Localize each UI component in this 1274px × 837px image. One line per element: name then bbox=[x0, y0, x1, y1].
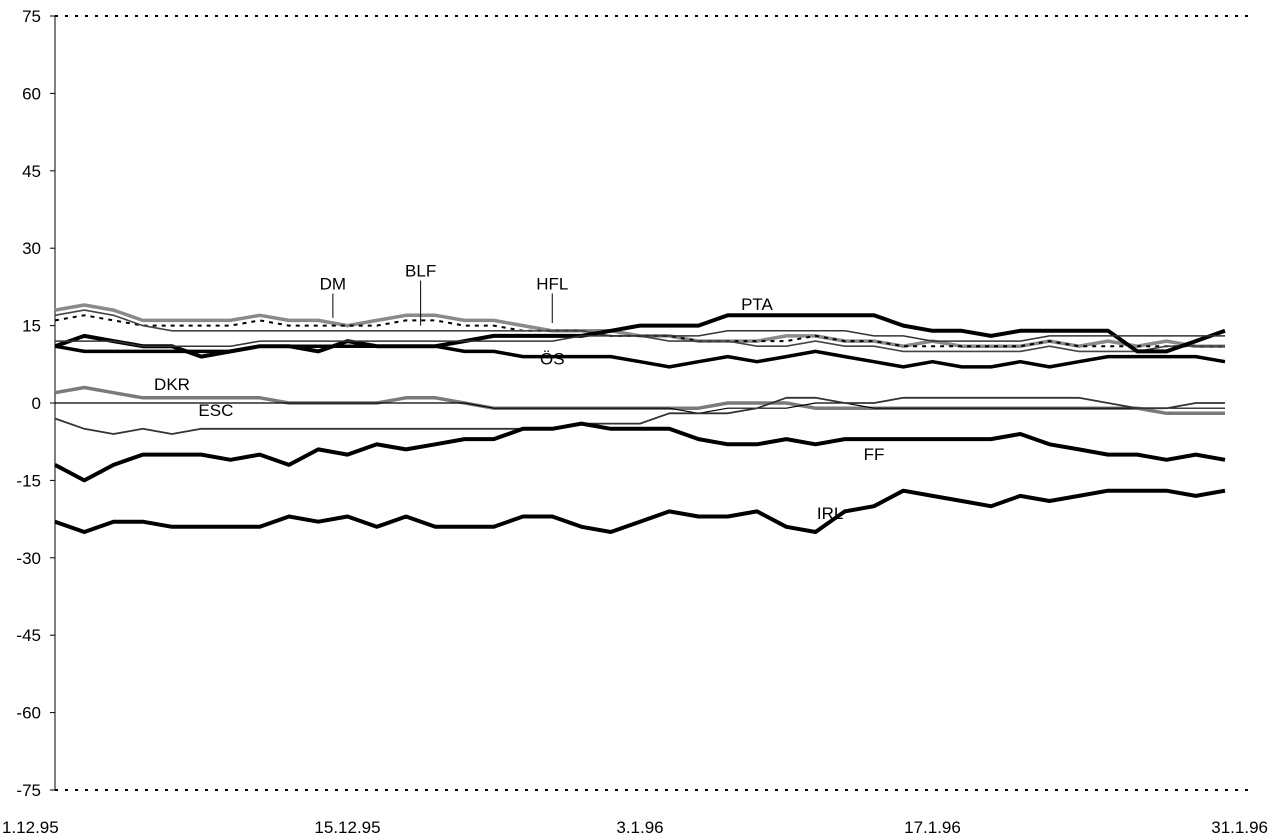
series-label-hfl: HFL bbox=[536, 274, 568, 293]
y-tick-label: 45 bbox=[22, 162, 41, 181]
series-line-blf bbox=[54, 314, 1225, 348]
x-tick-label: 17.1.96 bbox=[904, 818, 961, 837]
y-tick-label: 15 bbox=[22, 317, 41, 336]
series-label-pta: PTA bbox=[741, 295, 773, 314]
x-tick-label: 31.1.96 bbox=[1211, 818, 1268, 837]
series-label-esc: ESC bbox=[198, 401, 233, 420]
series-label-ös: ÖS bbox=[540, 349, 565, 368]
series-line-unnamed-7 bbox=[55, 402, 1225, 414]
series-label-dkr: DKR bbox=[154, 375, 190, 394]
y-tick-label: 30 bbox=[22, 239, 41, 258]
series-line-ff bbox=[54, 421, 1226, 483]
y-tick-label: -45 bbox=[16, 626, 41, 645]
series-layer bbox=[54, 303, 1226, 534]
y-tick-label: 60 bbox=[22, 84, 41, 103]
series-line-unnamed-5 bbox=[55, 330, 1225, 347]
series-label-dm: DM bbox=[320, 274, 346, 293]
y-tick-label: -75 bbox=[16, 781, 41, 800]
series-label-ff: FF bbox=[864, 445, 885, 464]
series-label-irl: IRL bbox=[817, 504, 843, 523]
x-tick-label: 3.1.96 bbox=[616, 818, 663, 837]
series-line-esc bbox=[54, 396, 1225, 435]
x-tick-label: 1.12.95 bbox=[2, 818, 59, 837]
label-layer: DM BLF HFL PTA ÖS DKR ESC FF IRL bbox=[154, 262, 884, 524]
y-tick-label: -60 bbox=[16, 704, 41, 723]
series-line-ös bbox=[54, 344, 1226, 369]
x-tick-label: 15.12.95 bbox=[314, 818, 380, 837]
series-label-blf: BLF bbox=[405, 262, 436, 281]
y-tick-label: 75 bbox=[22, 7, 41, 26]
axis-layer: 75 60 45 30 15 0 -15 -30 -45 -60 -75 1.12.95 15.12.9… bbox=[2, 7, 1268, 837]
series-line-irl bbox=[54, 488, 1226, 534]
y-tick-label: -15 bbox=[16, 471, 41, 490]
y-tick-label: -30 bbox=[16, 549, 41, 568]
y-tick-label: 0 bbox=[32, 394, 41, 413]
